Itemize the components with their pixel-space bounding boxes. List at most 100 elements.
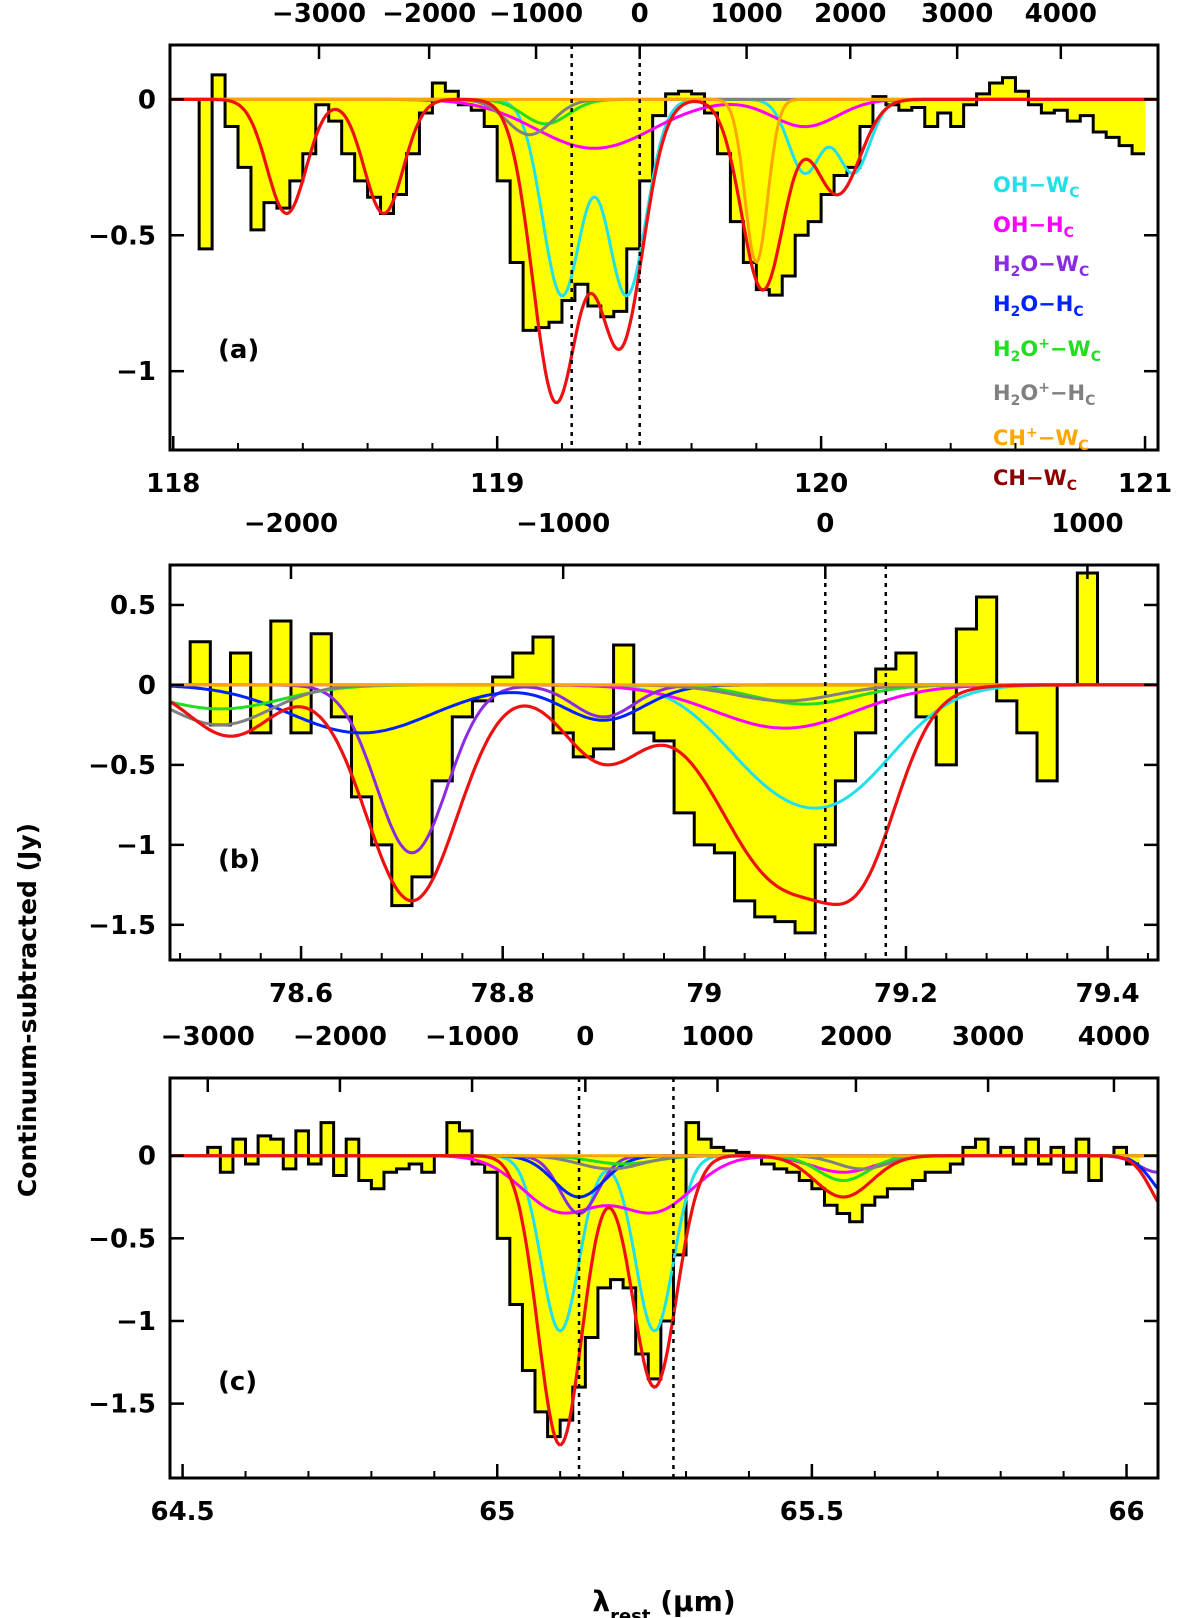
observed-bar bbox=[795, 99, 809, 236]
y-tick-label: −1 bbox=[116, 357, 156, 387]
x-tick-label: 120 bbox=[794, 469, 848, 499]
top-tick-label: 1000 bbox=[1051, 509, 1123, 539]
observed-bar bbox=[600, 99, 615, 317]
observed-bar bbox=[245, 1155, 259, 1164]
observed-bar bbox=[354, 99, 369, 181]
observed-bar bbox=[283, 1155, 297, 1169]
observed-bar bbox=[207, 1147, 221, 1156]
observed-bar bbox=[976, 596, 998, 685]
panel-1: 118 119 120 121 −3000 −2000 −1000 0 1000 2000 3000… bbox=[88, 0, 1172, 499]
observed-bar bbox=[711, 1147, 725, 1156]
observed-bar bbox=[367, 99, 382, 198]
x-tick-label: 66 bbox=[1108, 1497, 1144, 1527]
observed-bar bbox=[358, 1155, 372, 1181]
y-axis-label: Continuum-subtracted (Jy) bbox=[13, 823, 42, 1197]
y-axis-label-svg: Continuum-subtracted (Jy) bbox=[13, 823, 42, 1197]
observed-bar bbox=[573, 684, 594, 757]
observed-bar bbox=[956, 628, 978, 685]
observed-bar bbox=[925, 1155, 939, 1173]
observed-bar bbox=[898, 99, 913, 111]
observed-bar bbox=[492, 676, 514, 685]
observed-bar bbox=[258, 1135, 272, 1156]
x-tick-label: 118 bbox=[146, 469, 200, 499]
top-tick-label: −1000 bbox=[425, 1022, 519, 1052]
y-axis-label-container: Continuum-subtracted (Jy) bbox=[8, 470, 48, 1570]
y-tick-label: −0.5 bbox=[88, 1224, 156, 1254]
top-tick-label: 3000 bbox=[921, 0, 993, 29]
observed-bar bbox=[295, 1130, 309, 1156]
observed-bar bbox=[635, 1155, 649, 1355]
x-axis-label: λrest (μm) bbox=[592, 1585, 735, 1618]
y-tick-label: 0 bbox=[138, 85, 156, 115]
observed-bar bbox=[311, 633, 332, 685]
legend: OH−WC OH−HC H2O−WC H2O−HC H2O+−WC H2O+−H… bbox=[993, 170, 1101, 503]
observed-bar bbox=[371, 1155, 385, 1189]
observed-bar bbox=[613, 644, 635, 685]
observed-bar bbox=[333, 1155, 347, 1176]
observed-bar bbox=[855, 684, 877, 733]
observed-bar bbox=[808, 99, 822, 222]
observed-bar bbox=[1076, 1139, 1090, 1156]
observed-bar bbox=[723, 1150, 737, 1156]
observed-bar bbox=[561, 99, 576, 301]
x-tick-label: 79.4 bbox=[1076, 979, 1140, 1009]
observed-bar bbox=[698, 1139, 712, 1156]
observed-bar bbox=[1002, 77, 1016, 100]
observed-bar bbox=[899, 1155, 914, 1189]
observed-bar bbox=[1013, 1155, 1027, 1164]
observed-bar bbox=[1093, 99, 1107, 132]
y-tick-label: −0.5 bbox=[88, 221, 156, 251]
observed-bar bbox=[1113, 1147, 1128, 1156]
observed-bar bbox=[383, 1155, 398, 1173]
top-tick-label: 3000 bbox=[952, 1022, 1024, 1052]
observed-bar bbox=[963, 99, 978, 105]
plot-frame bbox=[168, 1076, 1160, 1480]
observed-bar bbox=[380, 99, 395, 214]
model-curve-total bbox=[170, 1154, 1158, 1447]
observed-bar bbox=[633, 684, 655, 733]
observed-bar bbox=[665, 93, 680, 100]
legend-item-h2o-hc: H2O−HC bbox=[993, 292, 1084, 321]
observed-bar bbox=[419, 99, 433, 113]
observed-bar bbox=[761, 1155, 775, 1164]
observed-bar bbox=[911, 99, 926, 108]
observed-bar bbox=[597, 1155, 612, 1288]
observed-bar bbox=[717, 99, 731, 154]
y-tick-label: 0.5 bbox=[110, 591, 156, 621]
observed-bar bbox=[321, 1122, 335, 1156]
x-tick-label: 64.5 bbox=[151, 1497, 215, 1527]
y-tick-label: −1 bbox=[116, 831, 156, 861]
observed-bar bbox=[626, 99, 641, 249]
observed-bar bbox=[714, 684, 736, 853]
observed-bar bbox=[1106, 99, 1120, 138]
observed-bar bbox=[1041, 99, 1055, 113]
observed-bar bbox=[1088, 1155, 1102, 1181]
observed-bar bbox=[532, 636, 554, 685]
top-tick-label: 0 bbox=[576, 1022, 594, 1052]
observed-bar bbox=[351, 684, 373, 797]
observed-bar bbox=[331, 684, 352, 717]
legend-item-h2o-wc: H2O−WC bbox=[993, 252, 1090, 281]
observed-bar bbox=[996, 684, 1018, 701]
observed-bar bbox=[975, 1139, 989, 1156]
x-tick-label: 79 bbox=[686, 979, 722, 1009]
legend-item-chp-wc: CH+−WC bbox=[993, 425, 1089, 455]
observed-bar bbox=[445, 91, 459, 100]
observed-bar bbox=[315, 99, 330, 105]
observed-bar bbox=[673, 1155, 687, 1255]
observed-bar bbox=[446, 1122, 460, 1156]
observed-bar bbox=[459, 1130, 473, 1156]
x-tick-label: 79.2 bbox=[874, 979, 938, 1009]
x-tick-label: 65.5 bbox=[780, 1497, 844, 1527]
observed-bar bbox=[210, 684, 231, 725]
observed-bar bbox=[199, 99, 213, 249]
observed-bar bbox=[1063, 1155, 1077, 1173]
top-tick-label: −1000 bbox=[489, 0, 583, 29]
observed-bar bbox=[912, 1155, 926, 1181]
observed-bar bbox=[371, 684, 393, 845]
plot-frame bbox=[168, 563, 1160, 962]
observed-bar bbox=[212, 74, 226, 100]
top-tick-label: 4000 bbox=[1078, 1022, 1150, 1052]
top-tick-label: 2000 bbox=[814, 0, 886, 29]
observed-bar bbox=[730, 99, 744, 222]
